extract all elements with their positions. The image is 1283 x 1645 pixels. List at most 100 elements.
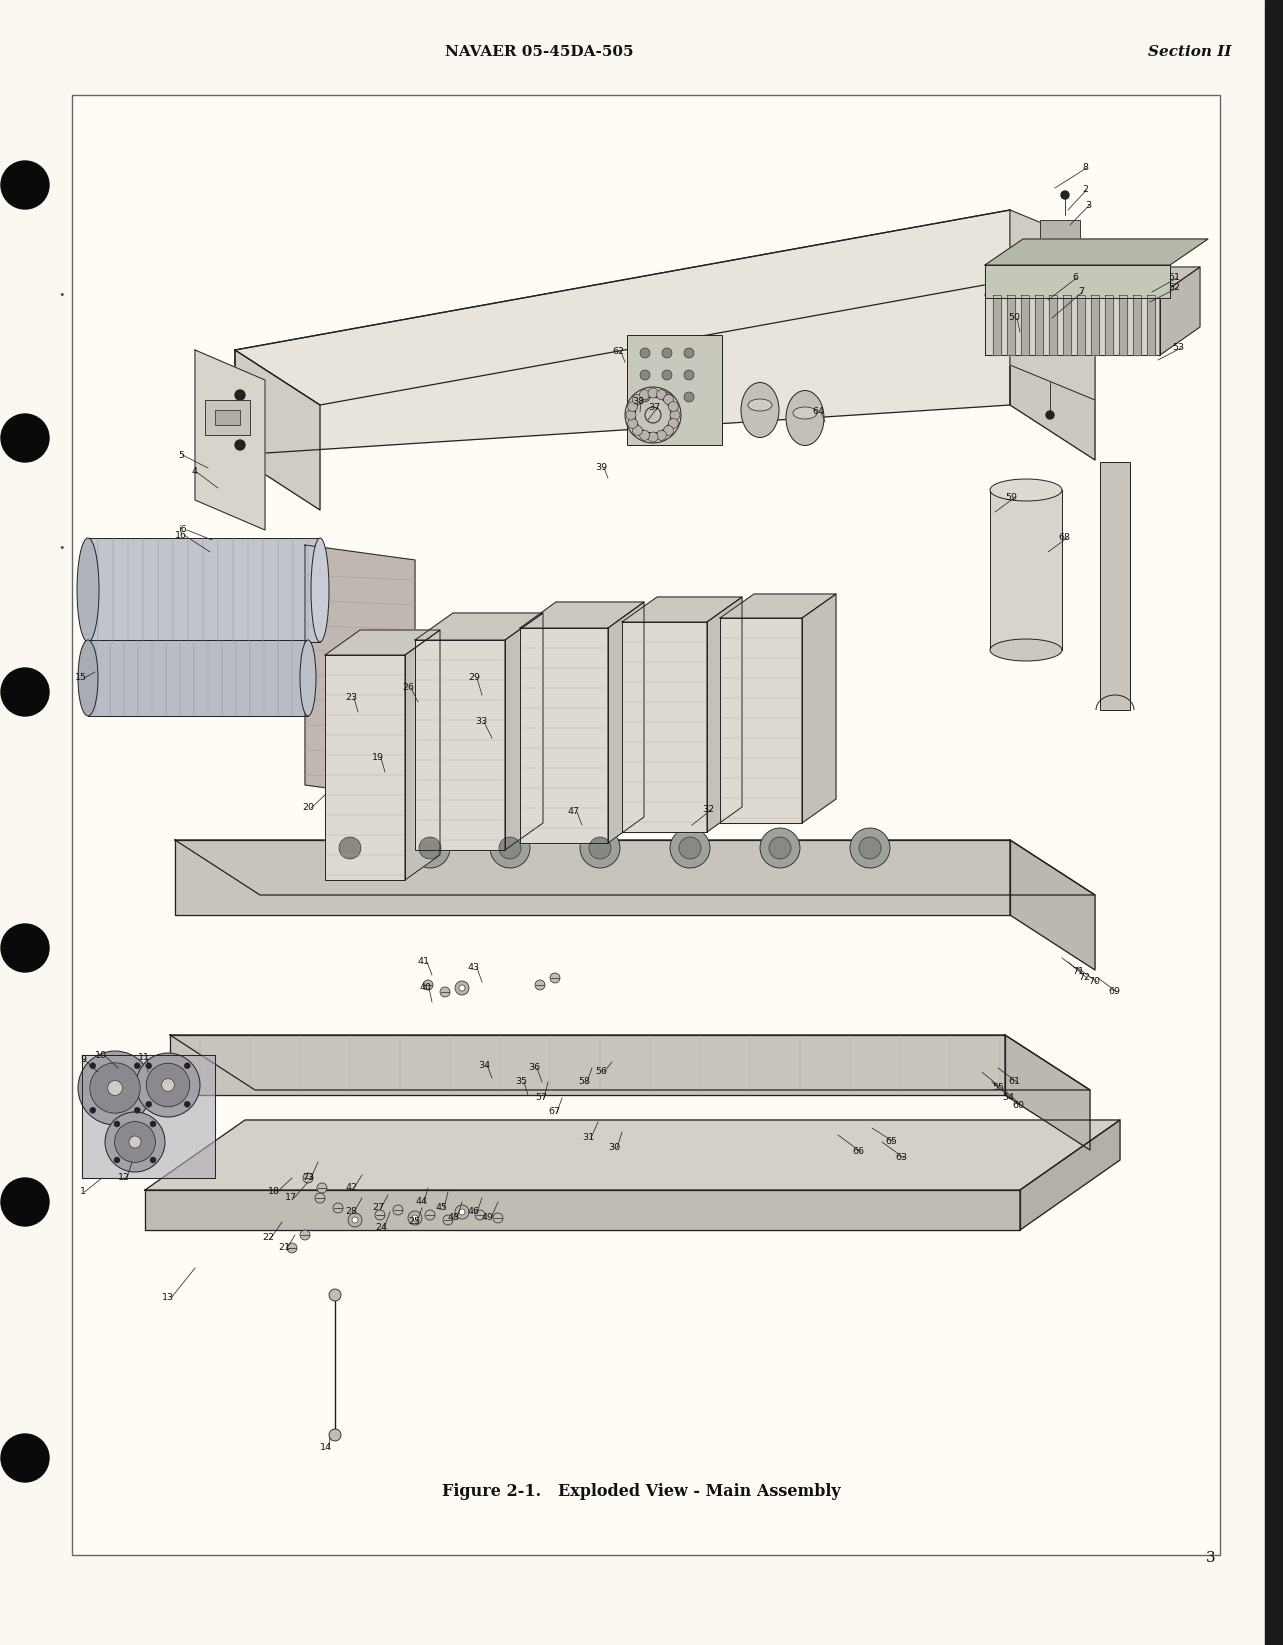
Text: 21: 21	[278, 1244, 290, 1252]
Circle shape	[459, 985, 464, 990]
Text: 35: 35	[514, 1077, 527, 1086]
Text: 10: 10	[95, 1051, 106, 1059]
Text: 39: 39	[595, 464, 607, 472]
Text: 60: 60	[1012, 1101, 1024, 1109]
Polygon shape	[1005, 1035, 1091, 1150]
Circle shape	[146, 1063, 151, 1069]
Text: 54: 54	[1002, 1094, 1014, 1102]
Text: 34: 34	[479, 1061, 490, 1069]
Text: 70: 70	[1088, 977, 1100, 987]
Circle shape	[668, 418, 679, 428]
Circle shape	[150, 1120, 157, 1127]
Circle shape	[648, 388, 658, 398]
Polygon shape	[608, 602, 644, 842]
Text: 3: 3	[1206, 1551, 1216, 1564]
Circle shape	[663, 395, 674, 405]
Text: 51: 51	[1168, 273, 1180, 283]
Circle shape	[860, 837, 881, 859]
Text: 49: 49	[482, 1214, 494, 1222]
Circle shape	[330, 827, 370, 869]
Text: 33: 33	[475, 717, 488, 727]
Text: 56: 56	[595, 1068, 607, 1076]
Polygon shape	[520, 602, 644, 628]
Circle shape	[475, 1211, 485, 1221]
Text: Section II: Section II	[1148, 44, 1232, 59]
Text: 63: 63	[896, 1153, 907, 1163]
Circle shape	[670, 827, 709, 869]
Circle shape	[684, 392, 694, 401]
Circle shape	[235, 390, 245, 400]
Bar	[205, 400, 250, 434]
Circle shape	[670, 410, 680, 419]
Circle shape	[185, 1063, 190, 1069]
Polygon shape	[325, 630, 440, 655]
Text: 4: 4	[192, 467, 198, 477]
Circle shape	[851, 827, 890, 869]
Polygon shape	[82, 1054, 216, 1178]
Text: 47: 47	[568, 808, 580, 816]
Polygon shape	[1133, 294, 1141, 355]
Text: 20: 20	[302, 803, 314, 813]
Polygon shape	[235, 211, 1010, 456]
Polygon shape	[985, 266, 1200, 294]
Circle shape	[90, 1063, 140, 1114]
Polygon shape	[802, 594, 837, 822]
Circle shape	[760, 827, 801, 869]
Text: 23: 23	[345, 694, 357, 702]
Circle shape	[412, 1216, 418, 1221]
Polygon shape	[1049, 294, 1057, 355]
Circle shape	[408, 1211, 422, 1226]
Circle shape	[339, 837, 361, 859]
Polygon shape	[1076, 294, 1085, 355]
Text: 38: 38	[633, 398, 644, 406]
Circle shape	[1, 415, 49, 462]
Circle shape	[130, 1137, 141, 1148]
Circle shape	[1046, 411, 1055, 419]
Circle shape	[640, 390, 649, 400]
Polygon shape	[305, 544, 414, 799]
Text: 7: 7	[1078, 288, 1084, 296]
Text: 25: 25	[408, 1217, 420, 1227]
Text: 57: 57	[535, 1094, 547, 1102]
Circle shape	[114, 1156, 121, 1163]
Circle shape	[663, 426, 674, 436]
Circle shape	[150, 1156, 157, 1163]
Ellipse shape	[77, 538, 99, 642]
Circle shape	[455, 1206, 470, 1219]
Text: 53: 53	[1171, 344, 1184, 352]
Polygon shape	[1010, 211, 1094, 400]
Polygon shape	[171, 1035, 1091, 1091]
Text: 67: 67	[548, 1107, 559, 1117]
Polygon shape	[1010, 211, 1094, 461]
Circle shape	[633, 426, 643, 436]
Text: 66: 66	[852, 1148, 863, 1156]
Text: 18: 18	[268, 1188, 280, 1196]
Polygon shape	[1091, 294, 1100, 355]
Polygon shape	[1147, 294, 1155, 355]
Circle shape	[459, 1209, 464, 1216]
Text: 59: 59	[1005, 494, 1017, 502]
Text: 42: 42	[345, 1183, 357, 1193]
Text: 6: 6	[1073, 273, 1078, 283]
Circle shape	[317, 1183, 327, 1193]
Circle shape	[328, 1290, 341, 1301]
Circle shape	[375, 1211, 385, 1221]
Polygon shape	[145, 1189, 1020, 1230]
Bar	[1100, 462, 1130, 711]
Polygon shape	[414, 614, 543, 640]
Text: 36: 36	[529, 1064, 540, 1073]
Circle shape	[146, 1101, 151, 1107]
Bar	[627, 336, 722, 446]
Text: 22: 22	[262, 1234, 275, 1242]
Circle shape	[499, 837, 521, 859]
Text: 5: 5	[178, 451, 183, 459]
Text: 65: 65	[885, 1137, 897, 1147]
Circle shape	[640, 392, 650, 401]
Circle shape	[1, 1178, 49, 1226]
Text: 16: 16	[174, 530, 187, 540]
Circle shape	[162, 1079, 174, 1091]
Text: 29: 29	[468, 673, 480, 683]
Circle shape	[136, 1053, 200, 1117]
Circle shape	[425, 1211, 435, 1221]
Text: NAVAER 05-45DA-505: NAVAER 05-45DA-505	[445, 44, 633, 59]
